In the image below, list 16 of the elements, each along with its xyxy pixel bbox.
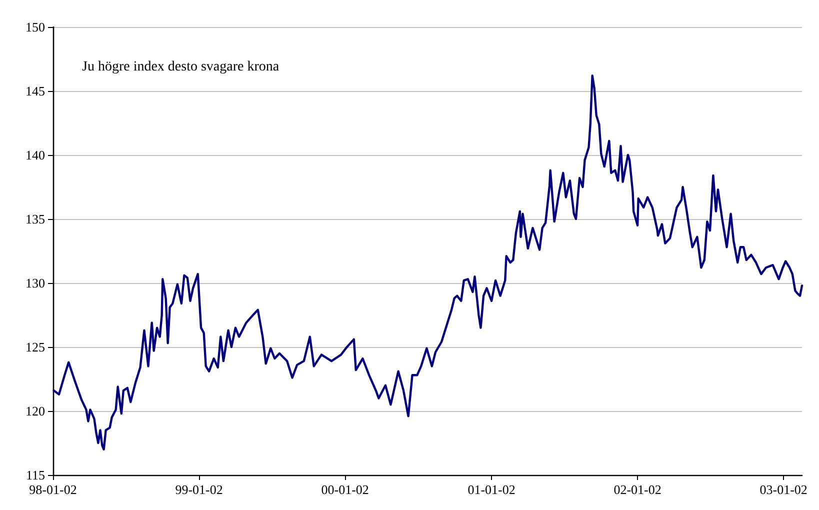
x-tick-label: 98-01-02 [29,482,77,497]
y-tick-label: 120 [26,404,45,418]
x-tick-label: 01-01-02 [468,482,516,497]
annotation: Ju högre index desto svagare krona [82,60,280,74]
x-tick-label: 99-01-02 [175,482,223,497]
y-tick-label: 145 [26,84,45,98]
y-tick-label: 135 [26,212,45,226]
x-tick-label: 03-01-02 [760,482,808,497]
y-tick-label: 115 [26,468,45,482]
x-tick-label: 00-01-02 [321,482,369,497]
y-tick-label: 150 [26,20,45,34]
y-tick-label: 125 [26,340,45,354]
x-tick-label: 02-01-02 [614,482,662,497]
y-tick-label: 130 [26,276,45,290]
line-series [52,74,804,450]
y-tick-label: 140 [26,148,45,162]
